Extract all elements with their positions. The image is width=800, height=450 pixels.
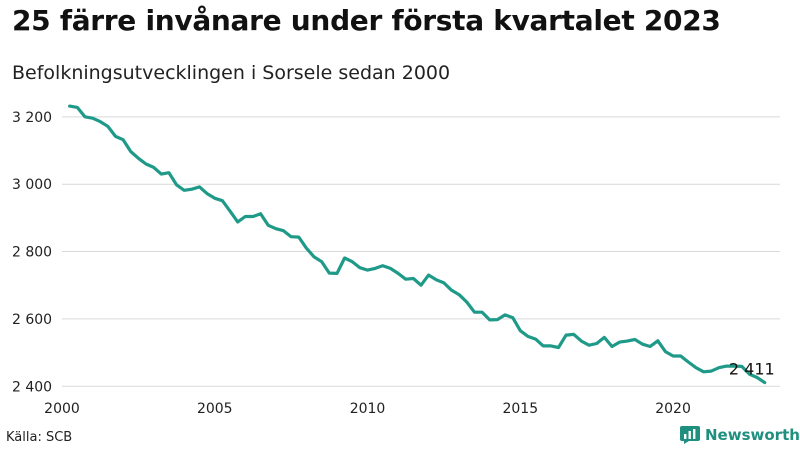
y-tick-label: 3 000 — [12, 177, 52, 193]
brand-name: Newsworthy — [705, 426, 800, 444]
x-axis-ticks: 2000 2005 2010 2015 2020 — [44, 401, 691, 417]
x-tick-label: 2010 — [350, 401, 386, 417]
bar-chart-logo-icon — [680, 426, 700, 444]
data-labels: 2 411 — [729, 360, 775, 379]
y-axis-ticks: 2 400 2 600 2 800 3 000 3 200 — [12, 110, 52, 395]
end-value-label: 2 411 — [729, 360, 775, 379]
series-group — [67, 104, 767, 385]
source-note: Källa: SCB — [6, 430, 73, 445]
y-tick-label: 2 800 — [12, 245, 52, 261]
grid-lines — [62, 116, 780, 387]
x-tick-label: 2020 — [655, 401, 691, 417]
chart-subtitle: Befolkningsutvecklingen i Sorsele sedan … — [12, 62, 451, 84]
y-tick-label: 2 400 — [12, 379, 52, 395]
y-tick-label: 3 200 — [12, 110, 52, 126]
y-tick-label: 2 600 — [12, 312, 52, 328]
series-line — [67, 104, 767, 385]
chart-title: 25 färre invånare under första kvartalet… — [12, 4, 721, 37]
x-tick-label: 2005 — [197, 401, 233, 417]
x-tick-label: 2000 — [44, 401, 80, 417]
x-tick-label: 2015 — [502, 401, 538, 417]
brand-logo: Newsworthy — [680, 426, 800, 444]
